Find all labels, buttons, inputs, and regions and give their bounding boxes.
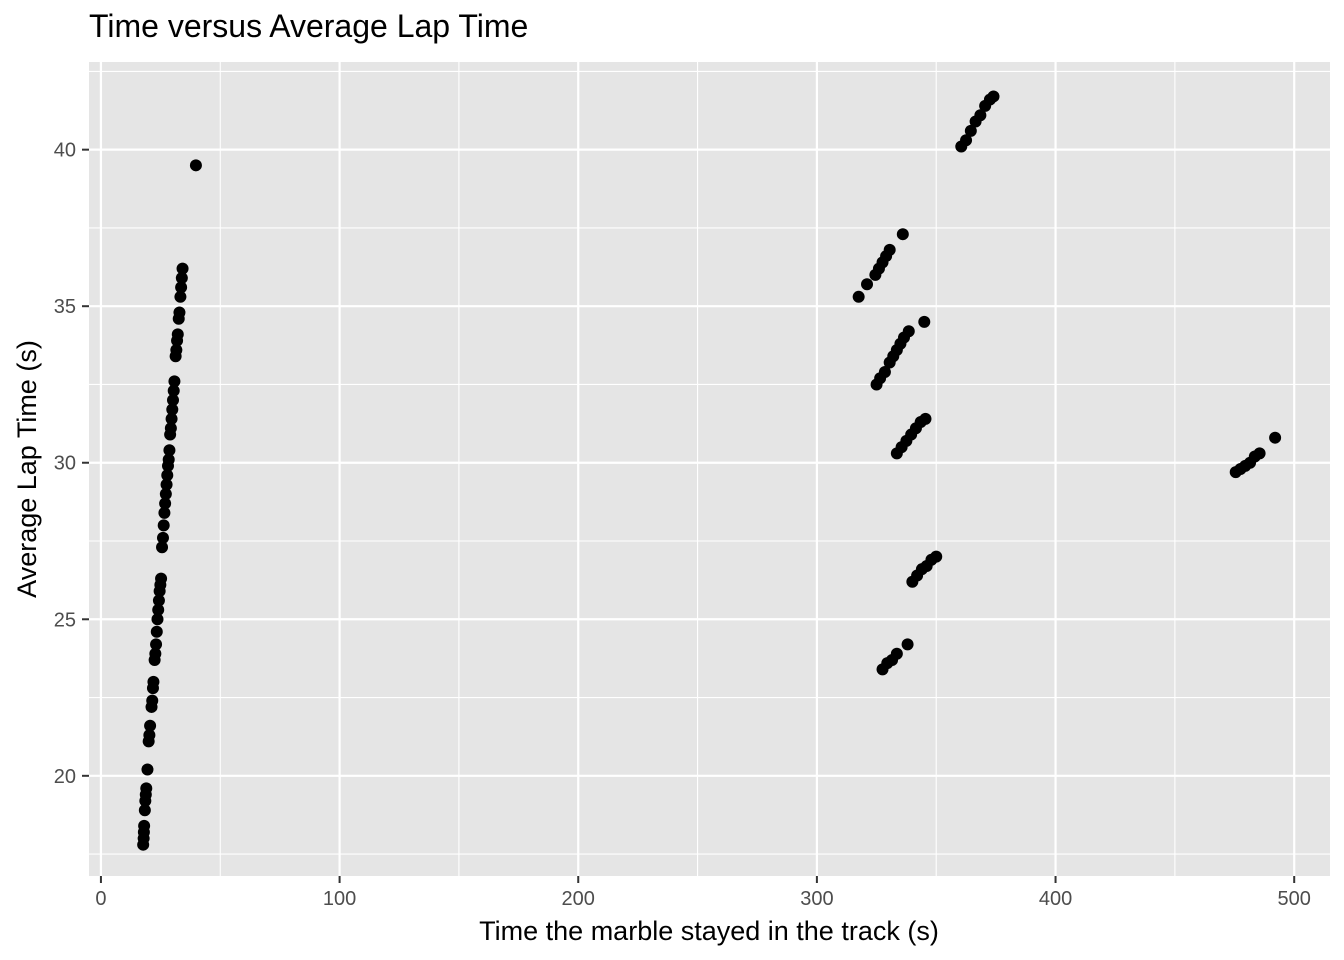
data-point: [156, 541, 169, 554]
major-gridlines: [89, 62, 1330, 876]
data-point: [167, 394, 180, 407]
data-point: [151, 613, 164, 626]
chart-title: Time versus Average Lap Time: [89, 8, 529, 44]
y-tick-label: 30: [54, 453, 76, 475]
data-point: [158, 506, 171, 519]
data-point: [149, 647, 162, 660]
data-point: [150, 625, 163, 638]
data-point: [166, 403, 179, 416]
data-point: [155, 572, 168, 585]
data-point: [157, 519, 170, 532]
minor-gridlines: [89, 62, 1330, 876]
data-points: [137, 90, 1282, 851]
data-point: [146, 694, 159, 707]
data-point: [140, 782, 153, 795]
data-point: [883, 243, 896, 256]
data-point: [167, 384, 180, 397]
data-point: [878, 365, 891, 378]
x-tick-label: 0: [95, 888, 106, 910]
data-point: [173, 306, 186, 319]
plot-panel: [89, 62, 1330, 876]
data-point: [987, 90, 1000, 103]
data-point: [852, 290, 865, 303]
data-point: [163, 444, 176, 457]
x-tick-label: 300: [800, 888, 833, 910]
data-point: [964, 124, 977, 137]
x-tick-label: 400: [1039, 888, 1072, 910]
data-point: [176, 262, 189, 275]
y-tick-label: 35: [54, 296, 76, 318]
data-point: [890, 647, 903, 660]
data-point: [150, 638, 163, 651]
y-axis: 20 25 30 35 40: [54, 140, 89, 788]
data-point: [1253, 447, 1266, 460]
data-point: [174, 290, 187, 303]
data-point: [156, 531, 169, 544]
data-point: [152, 594, 165, 607]
y-axis-title: Average Lap Time (s): [12, 340, 42, 598]
data-point: [164, 422, 177, 435]
data-point: [147, 675, 160, 688]
data-point: [974, 109, 987, 122]
data-point: [162, 453, 175, 466]
data-point: [144, 719, 157, 732]
data-point: [161, 469, 174, 482]
data-point: [861, 278, 874, 291]
data-point: [1269, 431, 1282, 444]
y-tick-label: 25: [54, 609, 76, 631]
data-point: [189, 159, 202, 172]
data-point: [960, 134, 973, 147]
data-point: [930, 550, 943, 563]
x-tick-label: 200: [562, 888, 595, 910]
data-point: [141, 763, 154, 776]
data-point: [170, 344, 183, 357]
data-point: [159, 488, 172, 501]
y-tick-label: 20: [54, 766, 76, 788]
data-point: [168, 375, 181, 388]
data-point: [165, 412, 178, 425]
data-point: [901, 638, 914, 651]
x-tick-label: 500: [1278, 888, 1311, 910]
data-point: [896, 228, 909, 241]
data-point: [159, 497, 172, 510]
y-tick-label: 40: [54, 140, 76, 162]
data-point: [138, 819, 151, 832]
data-point: [152, 603, 165, 616]
data-point: [919, 412, 932, 425]
data-point: [138, 804, 151, 817]
data-point: [171, 328, 184, 341]
data-point: [918, 315, 931, 328]
x-tick-label: 100: [323, 888, 356, 910]
data-point: [175, 272, 188, 285]
data-point: [160, 478, 173, 491]
data-point: [143, 729, 156, 742]
data-point: [902, 325, 915, 338]
data-point: [175, 281, 188, 294]
x-axis-title: Time the marble stayed in the track (s): [479, 916, 939, 946]
x-axis: 0 100 200 300 400 500: [95, 876, 1311, 910]
